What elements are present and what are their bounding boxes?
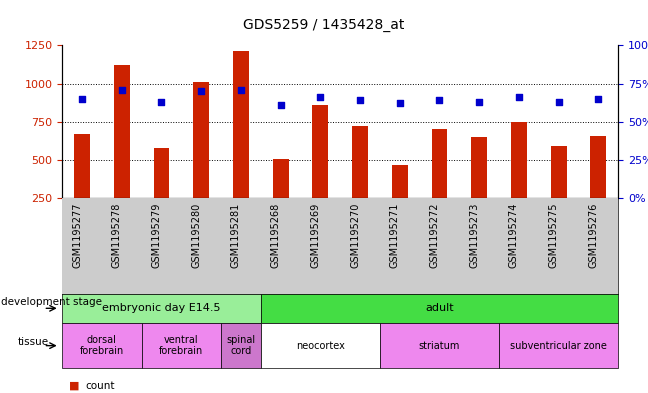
- Text: GSM1195270: GSM1195270: [350, 202, 360, 268]
- Bar: [233, 51, 249, 198]
- Text: GSM1195279: GSM1195279: [152, 202, 161, 268]
- Bar: [392, 165, 408, 198]
- Point: [156, 99, 167, 105]
- Text: subventricular zone: subventricular zone: [510, 341, 607, 351]
- Text: GSM1195268: GSM1195268: [271, 202, 281, 268]
- Bar: [352, 127, 368, 198]
- Point: [355, 97, 365, 103]
- Point: [553, 99, 564, 105]
- Text: tissue: tissue: [18, 337, 49, 347]
- Text: dorsal
forebrain: dorsal forebrain: [80, 335, 124, 356]
- Text: GSM1195269: GSM1195269: [310, 202, 320, 268]
- Text: GSM1195280: GSM1195280: [191, 202, 201, 268]
- Text: GDS5259 / 1435428_at: GDS5259 / 1435428_at: [243, 18, 405, 32]
- Point: [474, 99, 484, 105]
- Point: [315, 94, 325, 101]
- Point: [514, 94, 524, 101]
- Bar: [471, 137, 487, 198]
- Bar: [193, 82, 209, 198]
- Point: [196, 88, 206, 94]
- Text: GSM1195278: GSM1195278: [111, 202, 122, 268]
- Bar: [511, 122, 527, 198]
- Text: ■: ■: [69, 381, 79, 391]
- Text: embryonic day E14.5: embryonic day E14.5: [102, 303, 221, 313]
- Point: [236, 86, 246, 93]
- Point: [117, 86, 127, 93]
- Text: striatum: striatum: [419, 341, 460, 351]
- Text: GSM1195273: GSM1195273: [469, 202, 479, 268]
- Bar: [114, 65, 130, 198]
- Text: spinal
cord: spinal cord: [226, 335, 255, 356]
- Point: [77, 95, 87, 102]
- Point: [434, 97, 445, 103]
- Text: GSM1195274: GSM1195274: [509, 202, 519, 268]
- Bar: [312, 105, 329, 198]
- Point: [275, 102, 286, 108]
- Text: GSM1195271: GSM1195271: [389, 202, 400, 268]
- Text: GSM1195275: GSM1195275: [549, 202, 559, 268]
- Bar: [154, 148, 169, 198]
- Text: ventral
forebrain: ventral forebrain: [159, 335, 203, 356]
- Point: [395, 100, 405, 107]
- Text: GSM1195281: GSM1195281: [231, 202, 241, 268]
- Bar: [273, 159, 288, 198]
- Bar: [551, 146, 566, 198]
- Bar: [432, 129, 447, 198]
- Text: GSM1195272: GSM1195272: [430, 202, 439, 268]
- Text: neocortex: neocortex: [296, 341, 345, 351]
- Text: development stage: development stage: [1, 298, 102, 307]
- Bar: [590, 136, 607, 198]
- Point: [593, 95, 603, 102]
- Text: count: count: [85, 381, 115, 391]
- Bar: [74, 134, 90, 198]
- Text: adult: adult: [425, 303, 454, 313]
- Text: GSM1195276: GSM1195276: [588, 202, 598, 268]
- Text: GSM1195277: GSM1195277: [72, 202, 82, 268]
